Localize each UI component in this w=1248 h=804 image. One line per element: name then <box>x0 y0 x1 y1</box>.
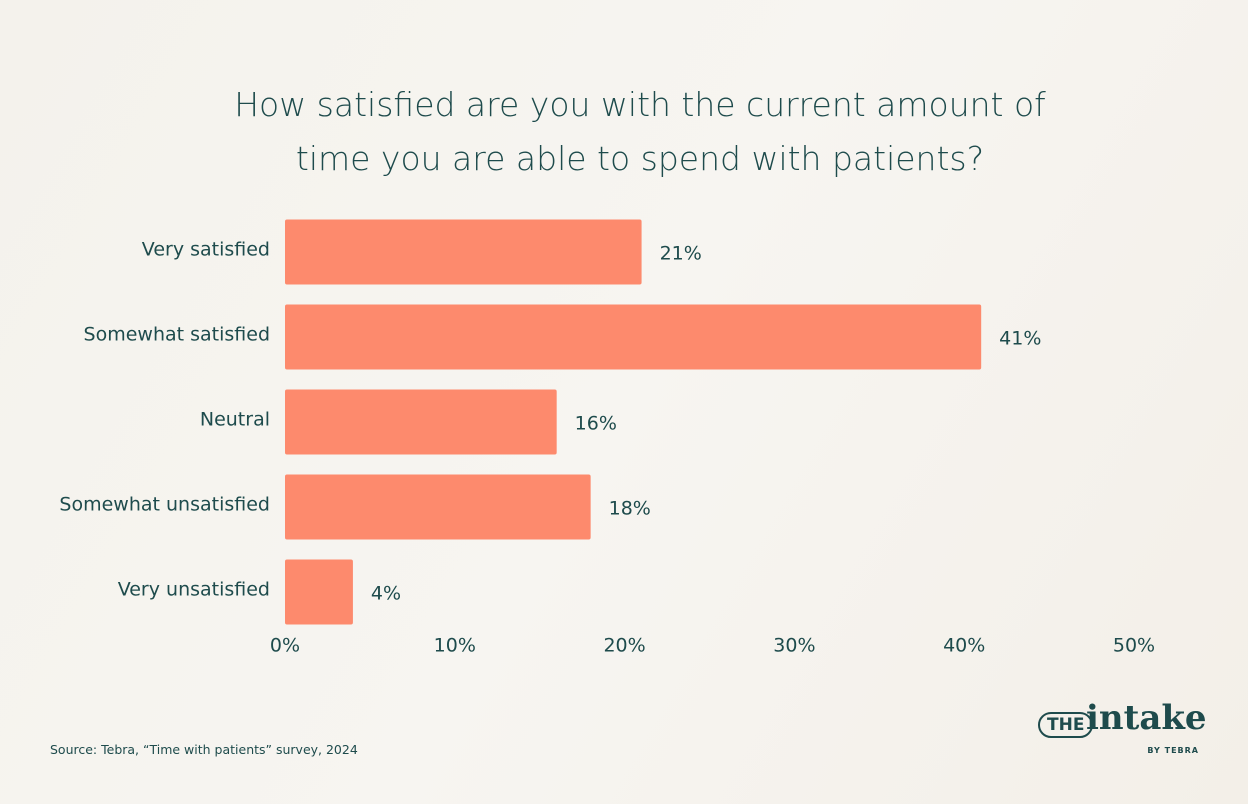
x-tick-label: 20% <box>603 635 645 657</box>
logo: THE intake BY TEBRA <box>1036 698 1207 759</box>
value-label: 4% <box>371 583 401 605</box>
x-tick-label: 10% <box>434 635 476 657</box>
value-label: 18% <box>609 498 651 520</box>
y-tick-label: Somewhat unsatisfied <box>59 494 270 516</box>
x-tick-label: 50% <box>1113 635 1155 657</box>
bar <box>285 219 642 285</box>
bar <box>285 559 353 625</box>
source-note: Source: Tebra, “Time with patients” surv… <box>50 742 358 757</box>
x-tick-label: 0% <box>270 635 300 657</box>
value-label: 21% <box>660 243 702 265</box>
logo-intake: intake <box>1086 698 1207 738</box>
bar <box>285 304 982 370</box>
chart-title: How satisfied are you with the current a… <box>234 85 1046 178</box>
y-tick-label: Very satisfied <box>142 239 270 261</box>
value-label: 41% <box>999 328 1041 350</box>
bar <box>285 389 557 455</box>
x-tick-label: 40% <box>943 635 985 657</box>
x-tick-label: 30% <box>773 635 815 657</box>
y-tick-label: Somewhat satisfied <box>84 324 270 346</box>
bar <box>285 474 591 540</box>
value-label: 16% <box>575 413 617 435</box>
logo-by: BY TEBRA <box>1147 746 1199 755</box>
y-tick-label: Neutral <box>200 409 270 431</box>
y-tick-label: Very unsatisfied <box>118 579 270 601</box>
logo-the: THE <box>1038 712 1094 738</box>
